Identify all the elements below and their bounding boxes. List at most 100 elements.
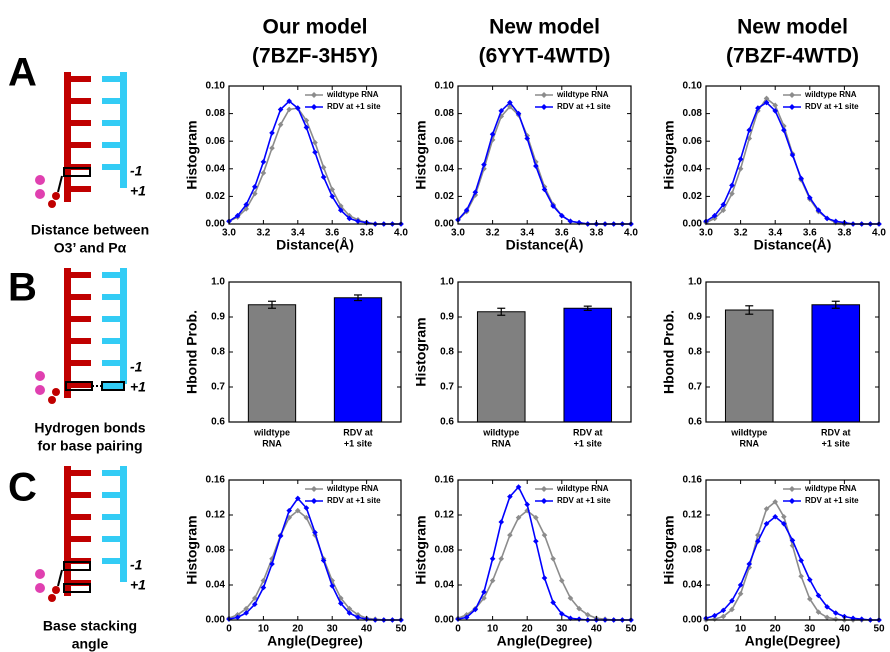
column-title: (7BZF-4WTD) — [726, 45, 859, 68]
y-tick-label: 0.04 — [683, 580, 703, 591]
series-line — [457, 509, 631, 621]
marker — [329, 193, 335, 200]
highlight — [63, 583, 91, 593]
marker — [329, 186, 335, 193]
x-tick-label: 3.2 — [734, 228, 748, 239]
y-tick-label: 0.08 — [435, 108, 455, 119]
marker — [524, 501, 530, 508]
y-tick-label: 0.08 — [683, 545, 703, 556]
series-line — [228, 107, 401, 225]
legend-label: wildtype RNA — [326, 90, 379, 99]
y-tick-label: 0.6 — [211, 417, 225, 428]
strand-backbone — [64, 268, 71, 398]
base — [102, 120, 120, 126]
base — [102, 164, 120, 170]
measure — [57, 569, 63, 587]
ion — [35, 371, 45, 381]
x-tick-label: 3.4 — [291, 228, 305, 239]
marker — [772, 102, 778, 109]
marker — [711, 612, 718, 619]
x-tick-label: 0 — [455, 624, 461, 635]
site-label: +1 — [130, 577, 146, 593]
y-tick-label: 0.16 — [435, 475, 455, 486]
plot-frame — [705, 85, 880, 225]
marker — [303, 117, 310, 124]
x-tick-label: RDV at — [573, 427, 603, 437]
bar — [724, 309, 774, 423]
marker — [832, 610, 839, 616]
marker — [252, 190, 258, 197]
marker — [815, 609, 822, 615]
site-label: +1 — [130, 183, 146, 199]
marker — [824, 604, 830, 610]
marker — [781, 513, 787, 520]
marker — [815, 207, 822, 213]
marker — [746, 135, 753, 142]
x-tick-label: 3.8 — [589, 228, 603, 239]
x-tick-label: 3.6 — [555, 228, 569, 239]
legend-marker — [541, 486, 547, 492]
y-tick-label: 0.04 — [206, 163, 226, 174]
x-tick-label: 40 — [839, 624, 851, 635]
marker — [295, 105, 301, 111]
marker — [320, 164, 327, 171]
y-tick-label: 1.0 — [688, 277, 702, 288]
ion — [35, 569, 45, 579]
marker — [507, 532, 513, 538]
x-tick-label: wildtype — [253, 427, 290, 437]
marker — [481, 595, 487, 601]
marker — [781, 520, 787, 527]
caption: Base stacking — [43, 618, 137, 634]
marker — [789, 152, 796, 158]
marker — [498, 108, 505, 114]
x-tick-label: 3.0 — [222, 228, 236, 239]
y-tick-label: 0.9 — [211, 312, 225, 323]
marker — [295, 495, 301, 502]
caption: Distance between — [31, 222, 149, 238]
base — [71, 338, 91, 344]
base — [102, 76, 120, 82]
marker — [567, 595, 574, 601]
base — [71, 142, 91, 148]
base — [102, 536, 120, 542]
x-tick-label: +1 site — [822, 438, 850, 448]
marker — [584, 611, 591, 618]
y-axis-title: Histogram — [661, 120, 677, 189]
plot-frame — [228, 479, 402, 621]
marker — [789, 537, 796, 544]
x-axis-title: Distance(Å) — [276, 237, 354, 253]
y-tick-label: 0.00 — [206, 615, 226, 626]
marker — [277, 106, 284, 113]
y-tick-label: 0.04 — [435, 580, 455, 591]
legend-label: RDV at +1 site — [805, 102, 859, 111]
marker — [763, 99, 770, 106]
y-axis-title: Histogram — [184, 120, 200, 189]
marker — [755, 538, 761, 545]
y-tick-label: 0.00 — [206, 219, 226, 230]
marker — [338, 595, 344, 601]
column-title: Our model — [262, 16, 367, 39]
legend-label: RDV at +1 site — [327, 496, 381, 505]
marker — [781, 127, 787, 133]
x-axis-title: Angle(Degree) — [267, 633, 363, 649]
marker — [320, 174, 327, 180]
y-tick-label: 0.02 — [206, 191, 226, 202]
marker — [798, 175, 804, 182]
legend-marker — [789, 486, 795, 492]
x-tick-label: 4.0 — [872, 228, 886, 239]
x-tick-label: 0 — [226, 624, 232, 635]
marker — [338, 600, 344, 607]
marker — [277, 121, 284, 128]
marker — [533, 514, 539, 521]
y-tick-label: 0.8 — [440, 347, 454, 358]
marker — [763, 520, 770, 527]
x-tick-label: 4.0 — [624, 228, 638, 239]
y-tick-label: 0.06 — [206, 136, 226, 147]
x-tick-label: 10 — [487, 624, 499, 635]
marker — [481, 589, 487, 595]
y-axis-title: Histogram — [413, 317, 429, 386]
base — [102, 272, 120, 278]
marker — [234, 614, 241, 621]
marker — [498, 519, 505, 525]
